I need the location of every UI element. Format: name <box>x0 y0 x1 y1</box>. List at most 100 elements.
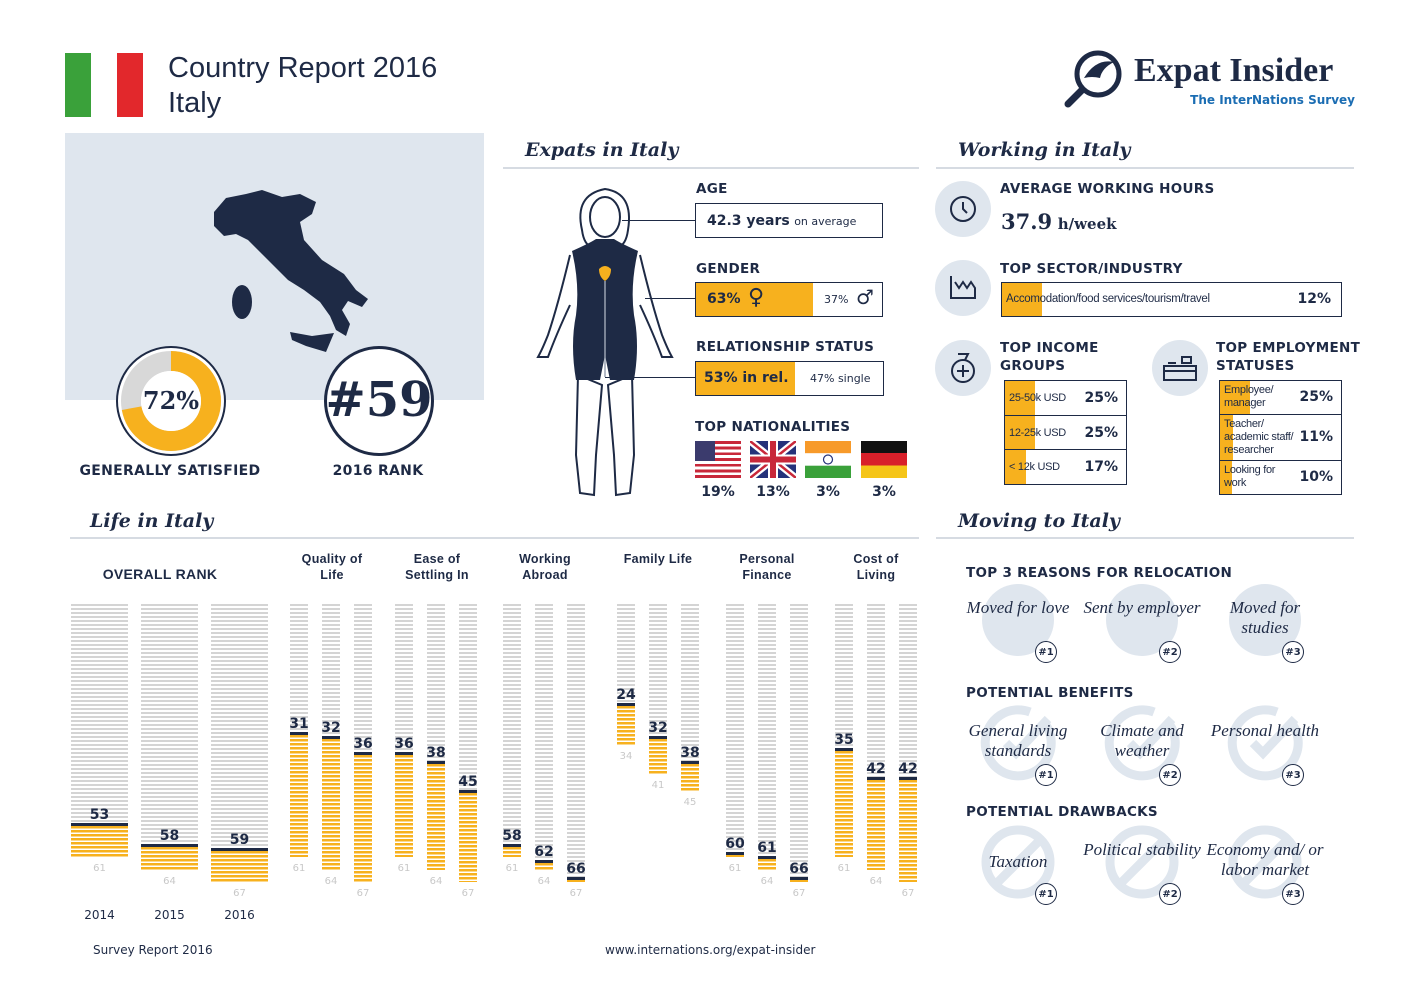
rank-circle <box>324 346 434 456</box>
drawback-text: Taxation <box>988 852 1048 871</box>
income-label: TOP INCOME GROUPS <box>1000 339 1099 375</box>
rank-value-label: 62 <box>534 844 554 861</box>
year-label: 2016 <box>224 908 255 922</box>
age-box: 42.3 years on average <box>695 203 883 238</box>
income-fill <box>1005 450 1026 484</box>
rank-value: #59 <box>325 372 433 428</box>
employment-table: Employee/ manager 25% Teacher/ academic s… <box>1219 380 1342 495</box>
rank-value-label: 38 <box>426 744 446 761</box>
total-countries-label: 67 <box>569 888 583 900</box>
total-countries-label: 67 <box>792 888 806 900</box>
rank-value-label: 31 <box>289 715 309 732</box>
rank-bar <box>71 822 128 858</box>
employment-label-line-1: TOP EMPLOYMENT <box>1216 340 1361 356</box>
total-countries-label: 64 <box>163 875 176 887</box>
in-relationship-fill <box>696 362 796 395</box>
total-countries-label: 61 <box>505 863 519 875</box>
employment-row: Teacher/ academic staff/ researcher 11% <box>1220 415 1341 461</box>
total-countries-label: 61 <box>837 863 851 875</box>
rank-bar <box>617 702 635 746</box>
income-fill <box>1005 381 1036 415</box>
rank-value-label: 58 <box>502 827 522 844</box>
employment-row: Looking for work 10% <box>1220 461 1341 494</box>
gender-label: GENDER <box>696 261 761 277</box>
rank-bar <box>290 731 308 858</box>
sector-name: Accomodation/food services/tourism/trave… <box>1006 293 1210 305</box>
rank-badge: #1 <box>1035 641 1057 663</box>
employment-status: Teacher/ academic staff/ researcher <box>1224 418 1294 456</box>
total-countries-label: 64 <box>324 875 338 887</box>
rank-bar <box>726 852 744 858</box>
rank-value-label: 32 <box>648 719 668 736</box>
footer-url[interactable]: www.internations.org/expat-insider <box>605 943 816 957</box>
rank-badge: #2 <box>1159 764 1181 786</box>
hours-unit: h/week <box>1057 215 1117 233</box>
map-panel <box>65 133 484 400</box>
country-name: Italy <box>168 87 222 119</box>
male-icon: ♂ <box>856 285 874 309</box>
woman-figure <box>536 187 674 497</box>
year-label: 2015 <box>154 908 185 922</box>
rank-bar <box>790 876 808 883</box>
income-group: 12-25k USD <box>1009 426 1066 439</box>
italy-map <box>214 190 368 352</box>
rank-bar-background <box>649 604 667 775</box>
age-connector <box>622 220 695 221</box>
rank-bar <box>354 752 372 883</box>
income-table: 25-50k USD 25% 12-25k USD 25% < 12k USD 17% <box>1004 380 1127 485</box>
drawback-text: Economy and/ or labor market <box>1206 840 1324 879</box>
germany-flag <box>861 441 907 478</box>
life-section-title: Life in Italy <box>90 510 214 532</box>
money-bag-icon <box>935 340 991 396</box>
rank-bar <box>758 856 776 870</box>
income-value: 25% <box>1084 424 1118 441</box>
factory-icon <box>935 260 991 316</box>
drawback-text: Political stability <box>1083 840 1201 859</box>
gender-connector <box>645 298 695 299</box>
total-countries-label: 34 <box>619 751 633 763</box>
sector-fill <box>1002 283 1042 316</box>
rank-value-label: 42 <box>866 761 886 778</box>
rank-bar-background <box>141 604 198 870</box>
total-countries-label: 41 <box>651 780 665 792</box>
rank-value-label: 66 <box>789 860 809 877</box>
employment-value: 11% <box>1299 429 1333 445</box>
rank-value-label: 61 <box>757 840 777 857</box>
year-label: 2014 <box>84 908 115 922</box>
rank-bar <box>395 752 413 858</box>
nationality-usa-value: 19% <box>701 484 735 500</box>
total-countries-label: 45 <box>683 796 697 808</box>
uk-flag <box>750 441 796 478</box>
relationship-label: RELATIONSHIP STATUS <box>696 339 875 355</box>
income-fill <box>1005 415 1036 449</box>
rank-bar-background <box>681 604 699 791</box>
satisfaction-value: 72% <box>142 386 200 415</box>
category-label: Personal Finance <box>739 552 795 582</box>
prohibited-icon <box>1105 825 1179 899</box>
divider <box>503 167 919 169</box>
total-countries-label: 61 <box>397 863 411 875</box>
rank-bar-background <box>211 604 268 883</box>
total-countries-label: 67 <box>356 888 370 900</box>
total-countries-label: 64 <box>537 875 551 887</box>
rank-badge: #2 <box>1159 883 1181 905</box>
rank-value-label: 66 <box>566 860 586 877</box>
income-group: < 12k USD <box>1009 461 1060 473</box>
total-countries-label: 67 <box>233 888 246 900</box>
rank-value-label: 53 <box>89 806 110 823</box>
category-label: Quality of Life <box>301 552 363 582</box>
expat-insider-logo: Expat Insider The InterNations Survey <box>1062 48 1357 110</box>
rank-badge: #1 <box>1035 764 1057 786</box>
rank-value-label: 59 <box>229 831 250 848</box>
rank-bar-background <box>503 604 521 858</box>
total-countries-label: 67 <box>461 888 475 900</box>
prohibited-icon <box>981 825 1055 899</box>
rank-value-label: 58 <box>159 827 180 844</box>
rank-value-label: 45 <box>458 773 478 790</box>
nationality-germany-value: 3% <box>872 484 896 500</box>
nationality-india-value: 3% <box>816 484 840 500</box>
employment-label-line-2: STATUSES <box>1216 358 1295 374</box>
check-icon <box>1227 705 1303 781</box>
income-row: 25-50k USD 25% <box>1005 381 1126 416</box>
total-countries-label: 61 <box>292 863 306 875</box>
